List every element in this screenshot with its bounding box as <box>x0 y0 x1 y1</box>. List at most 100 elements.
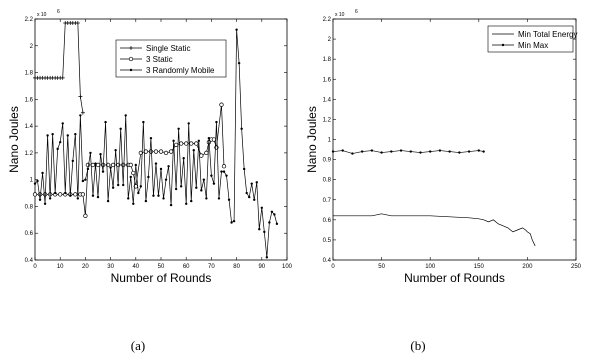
data-point <box>185 202 188 205</box>
data-point <box>78 94 83 99</box>
data-point <box>467 150 471 153</box>
data-point <box>184 141 189 146</box>
data-point <box>158 149 164 154</box>
data-point <box>75 21 80 26</box>
data-point <box>187 122 190 125</box>
y-tick-label: 2.2 <box>323 17 332 23</box>
data-point <box>258 228 261 231</box>
y-tick-label: 2 <box>30 44 34 50</box>
data-point <box>204 150 209 156</box>
data-point <box>219 102 224 107</box>
series-line <box>333 213 536 247</box>
data-point <box>74 132 77 136</box>
y-tick-label: 0.4 <box>323 258 332 264</box>
data-point <box>46 134 49 137</box>
data-point <box>76 197 80 200</box>
data-point <box>124 114 127 117</box>
data-point <box>81 179 85 183</box>
y-tick-label: 0.8 <box>323 178 332 184</box>
data-point <box>202 178 206 181</box>
data-point <box>73 192 78 197</box>
data-point <box>41 171 44 175</box>
data-point <box>134 163 137 167</box>
data-point <box>399 149 403 152</box>
legend-entry: 3 Static <box>146 55 173 64</box>
y-tick-label: 0.6 <box>25 231 34 237</box>
data-point <box>163 150 169 156</box>
data-point <box>80 192 86 197</box>
data-point <box>56 147 59 151</box>
y-tick-label: 1.8 <box>323 57 332 63</box>
data-point <box>127 197 130 200</box>
x-tick-label: 80 <box>233 264 240 270</box>
data-point <box>131 170 136 176</box>
data-point <box>174 187 178 191</box>
series-min-max <box>331 149 485 155</box>
data-point <box>260 206 263 209</box>
legend-entry: Min Total Energy <box>518 30 577 39</box>
data-point <box>36 179 39 183</box>
data-point <box>116 183 120 187</box>
data-point <box>215 120 218 124</box>
y-tick-label: 1 <box>30 178 34 184</box>
y-tick-label: 0.5 <box>323 238 332 244</box>
y-tick-label: 1.4 <box>323 97 332 103</box>
data-point <box>71 159 75 163</box>
data-point <box>248 195 251 199</box>
x-tick-label: 90 <box>258 264 265 270</box>
data-point <box>232 219 236 223</box>
legend-entry: Min Max <box>518 41 548 50</box>
data-point <box>48 197 52 200</box>
x-tick-label: 0 <box>33 264 37 270</box>
data-point <box>458 151 461 154</box>
data-point <box>275 222 279 226</box>
data-point <box>153 149 159 154</box>
legend: Min Total Energy Min Max <box>487 25 577 53</box>
x-axis-label: Number of Rounds <box>111 271 212 285</box>
data-point <box>37 192 43 197</box>
data-point <box>129 175 132 179</box>
data-point <box>167 165 170 168</box>
data-point <box>129 46 133 50</box>
data-point <box>91 194 95 197</box>
data-point <box>409 150 412 153</box>
series-3-randomly-mobile <box>33 28 279 259</box>
y-tick-label: 0.9 <box>323 158 332 164</box>
data-point <box>250 182 253 185</box>
data-point <box>351 152 354 155</box>
data-point <box>95 162 101 168</box>
data-point <box>199 153 204 158</box>
data-point <box>157 194 160 197</box>
legend-entry: Single Static <box>146 44 190 53</box>
data-point <box>119 127 122 130</box>
data-point <box>90 162 96 168</box>
data-point <box>370 149 374 152</box>
data-point <box>53 191 57 195</box>
data-point <box>227 198 231 201</box>
data-point <box>331 150 335 153</box>
data-point <box>58 192 63 197</box>
data-point <box>221 164 227 169</box>
data-point <box>482 150 485 153</box>
y-tick-label: 1.2 <box>323 117 332 123</box>
data-point <box>169 203 173 207</box>
x-tick-label: 100 <box>425 264 436 270</box>
data-point <box>86 167 90 171</box>
x-tick-label: 10 <box>57 264 64 270</box>
data-point <box>128 56 134 62</box>
y-tick-label: 1.6 <box>25 97 34 103</box>
chart-panel-a: 0 10 20 30 40 50 60 70 80 90 100 0.4 0.6 0.8 1 1.2 1.4 1.… <box>7 9 293 285</box>
data-point <box>96 195 100 199</box>
data-point <box>89 151 92 155</box>
data-point <box>448 150 451 153</box>
data-point <box>139 185 143 188</box>
data-point <box>235 28 238 31</box>
y-exponent-value: 6 <box>355 9 358 15</box>
data-point <box>85 162 91 168</box>
data-point <box>84 178 87 181</box>
data-point <box>80 110 85 115</box>
legend-box <box>115 39 227 78</box>
data-point <box>154 162 158 165</box>
